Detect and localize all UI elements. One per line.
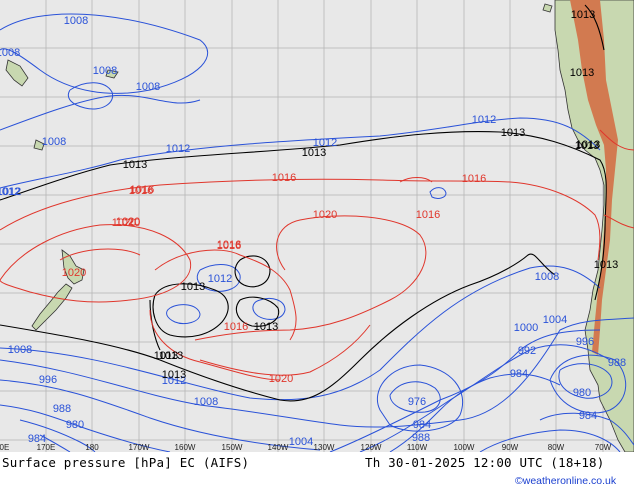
isobar-label: 1016 <box>272 172 296 184</box>
island-cluster-samoa <box>105 69 119 79</box>
isobar-label: 1012 <box>313 137 337 149</box>
lon-label: 160W <box>175 443 196 452</box>
isobar-label: 1013 <box>576 139 600 151</box>
isobar-label: 1013 <box>302 147 326 159</box>
isobar-label: 1016 <box>217 239 241 251</box>
isobar-label: 1013 <box>159 350 183 362</box>
isobar-label: 1013 <box>570 67 594 79</box>
isobar-label: 1008 <box>194 396 218 408</box>
isobar-label: 1012 <box>0 186 21 198</box>
lon-label: 120W <box>361 443 382 452</box>
isobar-label: 1013 <box>594 259 618 271</box>
isobar-label: 1008 <box>0 47 20 59</box>
isobar-label: 984 <box>28 433 46 445</box>
isobar-label: 988 <box>412 432 430 444</box>
isobar-label: 1008 <box>64 15 88 27</box>
island-cluster-nw <box>5 59 29 87</box>
credit-link[interactable]: ©weatheronline.co.uk <box>515 475 617 487</box>
lon-label: 140W <box>268 443 289 452</box>
isobar-label: 1012 <box>162 375 186 387</box>
isobar-label: 1016 <box>224 321 248 333</box>
isobar-label: 1016 <box>462 173 486 185</box>
isobar-label: 1020 <box>269 373 293 385</box>
footer-bar <box>0 452 634 490</box>
island-cluster-fiji <box>33 139 45 151</box>
pressure-map: 160E 170E 180 170W 160W 150W 140W 130W 120W 110W 1… <box>0 0 634 453</box>
lon-label: 170E <box>37 443 56 452</box>
isobar-label: 988 <box>53 403 71 415</box>
isobar-label: 984 <box>413 419 431 431</box>
isobar-label: 992 <box>518 345 536 357</box>
isobar-label: 1008 <box>42 136 66 148</box>
lat-lon-grid <box>0 0 634 452</box>
isobar-labels: 1008100810081008100810121012101210121013… <box>0 9 626 448</box>
isobar-label: 1012 <box>0 186 20 198</box>
isobar-label: 996 <box>576 336 594 348</box>
isobar-label: 1016 <box>129 185 153 197</box>
isobar-label: 1016 <box>217 240 241 252</box>
map-canvas: 160E 170E 180 170W 160W 150W 140W 130W 120W 110W 1… <box>0 0 634 453</box>
isobar-label: 1020 <box>116 217 140 229</box>
isobar-label: 1012 <box>208 273 232 285</box>
new-zealand-south-island <box>31 283 73 331</box>
chart-title: Surface pressure [hPa] EC (AIFS) <box>2 455 250 470</box>
isobar-label: 1013 <box>162 369 186 381</box>
isobar-label: 1013 <box>575 140 599 152</box>
new-zealand-north-island <box>61 249 85 285</box>
land-masses <box>5 0 634 453</box>
south-america-land <box>554 0 634 453</box>
island-galapagos <box>542 3 553 13</box>
isobar-label: 1008 <box>535 271 559 283</box>
lon-label: 160E <box>0 443 9 452</box>
isobars-low <box>0 13 634 453</box>
isobar-label: 1020 <box>313 209 337 221</box>
isobar-label: 976 <box>408 396 426 408</box>
isobar-label: 1020 <box>116 216 140 228</box>
isobar-label: 1012 <box>472 114 496 126</box>
isobar-label: 980 <box>66 419 84 431</box>
lon-label: 130W <box>314 443 335 452</box>
lon-label: 170W <box>129 443 150 452</box>
isobar-label: 1013 <box>154 350 178 362</box>
valid-time: Th 30-01-2025 12:00 UTC (18+18) <box>365 455 605 470</box>
isobar-label: 1008 <box>8 344 32 356</box>
isobar-label: 1004 <box>289 436 313 448</box>
lon-label: 80W <box>548 443 565 452</box>
isobar-label: 1013 <box>571 9 595 21</box>
isobar-label: 1013 <box>501 127 525 139</box>
andes-relief <box>570 0 618 355</box>
isobar-label: 1000 <box>514 322 538 334</box>
isobar-label: 1016 <box>416 209 440 221</box>
isobar-label: 1012 <box>166 143 190 155</box>
isobar-label: 996 <box>39 374 57 386</box>
isobar-label: 984 <box>510 368 528 380</box>
lon-label: 150W <box>222 443 243 452</box>
isobar-label: 1020 <box>112 217 136 229</box>
isobar-label: 1020 <box>62 267 86 279</box>
isobar-label: 1004 <box>543 314 567 326</box>
isobar-label: 1013 <box>123 159 147 171</box>
isobar-label: 984 <box>579 410 597 422</box>
isobar-label: 1008 <box>93 65 117 77</box>
isobars-high <box>0 129 634 381</box>
isobar-label: 1016 <box>130 184 154 196</box>
isobar-label: 1013 <box>254 321 278 333</box>
lon-label: 70W <box>595 443 612 452</box>
isobar-label: 980 <box>573 387 591 399</box>
lon-label: 100W <box>454 443 475 452</box>
lon-labels: 160E 170E 180 170W 160W 150W 140W 130W 120W 110W 1… <box>0 443 612 452</box>
isobar-label: 1008 <box>136 81 160 93</box>
isobar-label: 1013 <box>181 281 205 293</box>
lon-label: 180 <box>85 443 99 452</box>
lon-label: 110W <box>407 443 428 452</box>
isobar-label: 988 <box>608 357 626 369</box>
lon-label: 90W <box>502 443 519 452</box>
